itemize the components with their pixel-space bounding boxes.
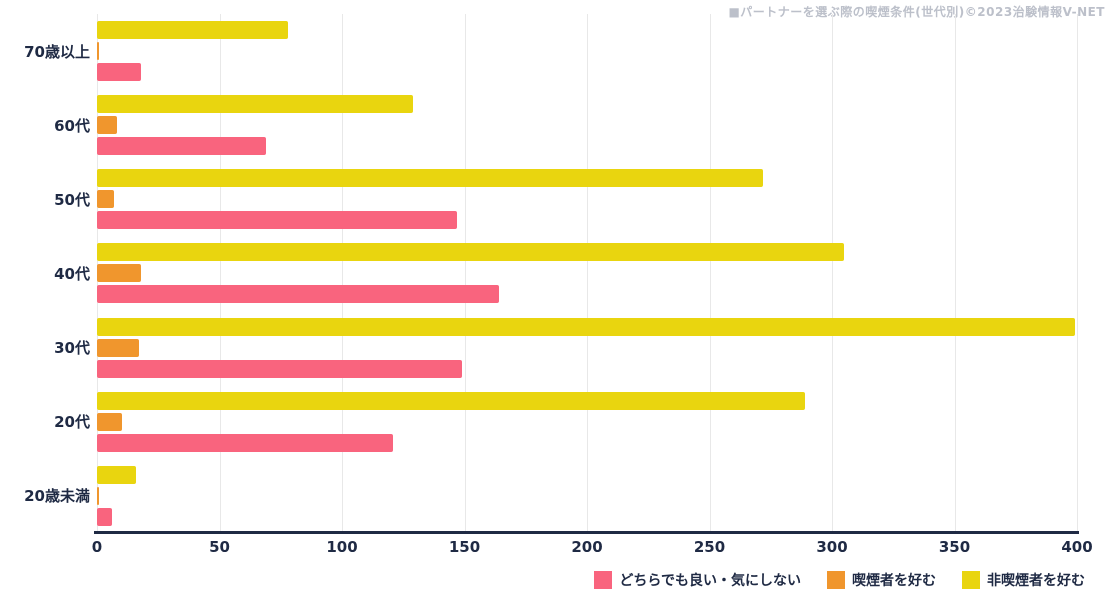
bar-prefer-smoker	[97, 338, 139, 357]
gridline-50	[219, 14, 221, 533]
x-tick-label-200: 200	[571, 538, 603, 556]
bar-prefer-smoker	[97, 190, 115, 209]
legend-swatch	[827, 571, 845, 589]
bar-group-1	[97, 14, 1077, 88]
plot-area	[94, 14, 1079, 534]
legend-item-2: 喫煙者を好む	[827, 570, 936, 590]
x-tick-label-100: 100	[326, 538, 358, 556]
bar-prefer-nonsmoker	[97, 465, 137, 484]
x-tick-label-0: 0	[91, 538, 103, 556]
bar-prefer-smoker	[97, 42, 100, 61]
bar-group-7	[97, 459, 1077, 533]
bar-rows	[97, 14, 1077, 533]
y-axis-label-3: 50代	[54, 190, 90, 209]
x-tick-label-400: 400	[1061, 538, 1093, 556]
y-axis-label-5: 30代	[54, 339, 90, 358]
bar-prefer-nonsmoker	[97, 95, 414, 114]
bar-either-fine	[97, 211, 458, 230]
x-axis-labels: 0 50 100 150 200 250 300 350 400	[92, 538, 1093, 558]
bar-group-2	[97, 88, 1077, 162]
bar-either-fine	[97, 433, 394, 452]
bar-either-fine	[97, 63, 142, 82]
x-tick-label-50: 50	[209, 538, 230, 556]
legend-item-3: 非喫煙者を好む	[962, 570, 1085, 590]
bar-prefer-nonsmoker	[97, 243, 845, 262]
bar-either-fine	[97, 137, 267, 156]
bar-group-5	[97, 311, 1077, 385]
bar-prefer-nonsmoker	[97, 317, 1075, 336]
bar-either-fine	[97, 359, 463, 378]
y-axis-label-2: 60代	[54, 116, 90, 135]
x-axis-line	[94, 531, 1079, 534]
legend-label: 非喫煙者を好む	[987, 573, 1085, 589]
y-axis-label-4: 40代	[54, 264, 90, 283]
bar-prefer-smoker	[97, 116, 117, 135]
x-tick-label-150: 150	[448, 538, 481, 556]
y-axis-label-7: 20歳未満	[24, 487, 90, 506]
bar-either-fine	[97, 285, 499, 304]
gridline-250	[709, 14, 711, 533]
bar-prefer-nonsmoker	[97, 169, 764, 188]
x-tick-label-250: 250	[693, 538, 726, 556]
bar-prefer-nonsmoker	[97, 391, 806, 410]
gridline-300	[832, 14, 833, 533]
bar-either-fine	[97, 507, 112, 526]
legend-swatch	[962, 571, 980, 589]
x-tick-label-350: 350	[938, 538, 971, 556]
legend-item-1: どちらでも良い・気にしない	[594, 570, 801, 590]
bar-prefer-nonsmoker	[97, 21, 289, 40]
bar-prefer-smoker	[97, 486, 100, 505]
gridline-150	[464, 14, 466, 533]
gridline-200	[587, 14, 588, 533]
y-axis-label-1: 70歳以上	[24, 42, 90, 61]
gridline-100	[342, 14, 343, 533]
legend: どちらでも良い・気にしない 喫煙者を好む 非喫煙者を好む	[594, 570, 1085, 590]
legend-label: 喫煙者を好む	[852, 573, 936, 589]
y-axis-label-6: 20代	[54, 413, 90, 432]
bar-prefer-smoker	[97, 412, 122, 431]
y-axis-labels: 70歳以上 60代 50代 40代 30代 20代 20歳未満	[0, 14, 90, 533]
legend-label: どちらでも良い・気にしない	[619, 573, 801, 589]
bar-prefer-smoker	[97, 264, 142, 283]
bar-group-4	[97, 236, 1077, 310]
gridline-350	[954, 14, 956, 533]
legend-swatch	[594, 571, 613, 589]
bar-group-3	[97, 162, 1077, 236]
gridline-400	[1077, 14, 1078, 533]
x-tick-label-300: 300	[816, 538, 848, 556]
chart-title: ■パートナーを選ぶ際の喫煙条件(世代別)©2023治験情報V-NET	[728, 5, 1105, 19]
bar-group-6	[97, 385, 1077, 459]
